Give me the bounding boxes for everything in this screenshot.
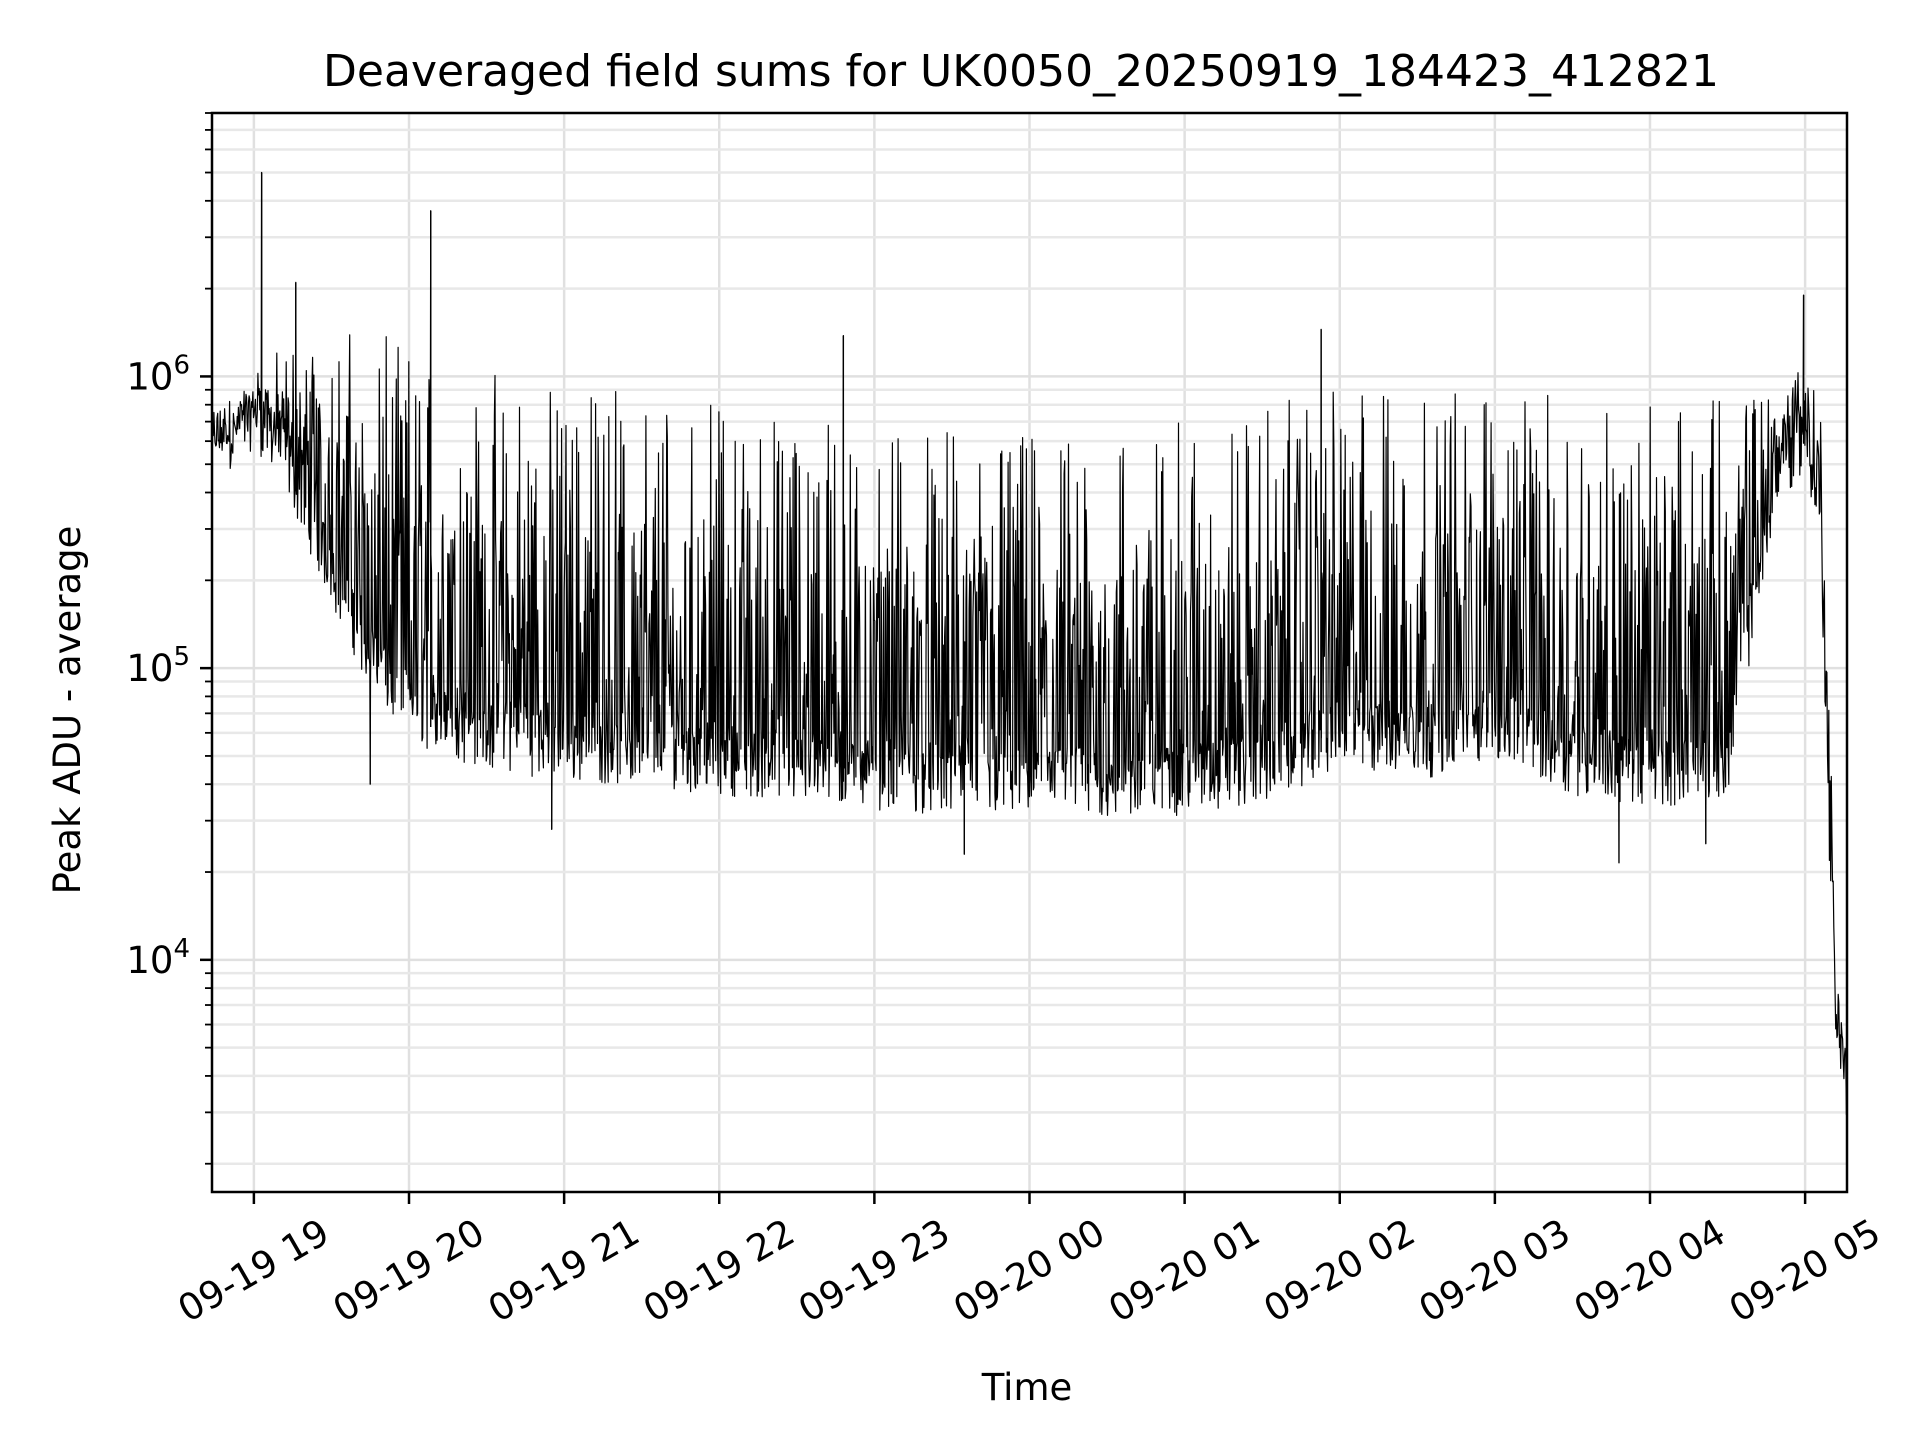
x-axis-label: Time [981, 1366, 1073, 1409]
y-tick-label: 106 [126, 350, 190, 398]
y-axis: 104 105 106 [126, 112, 212, 1165]
series-line [211, 171, 1848, 1116]
y-axis-label: Peak ADU - average [46, 526, 89, 895]
series [211, 171, 1848, 1116]
y-tick-label: 104 [126, 934, 190, 982]
chart-title: Deaveraged field sums for UK0050_2025091… [323, 46, 1719, 97]
y-tick-label: 105 [126, 642, 190, 690]
